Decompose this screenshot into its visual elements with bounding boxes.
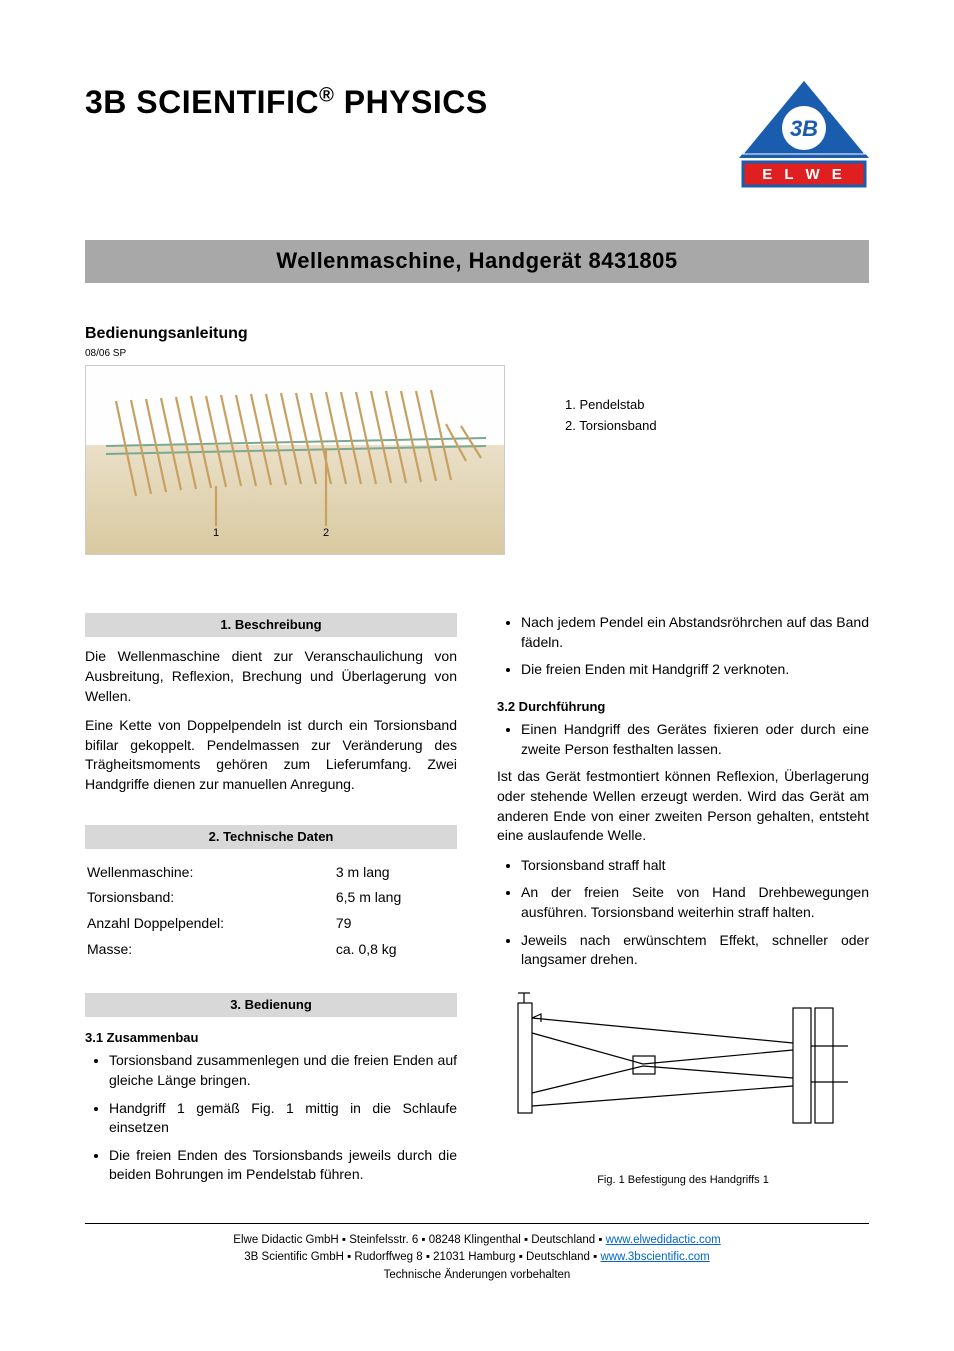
table-row: Masse:ca. 0,8 kg	[87, 938, 455, 962]
footer-link-elwe[interactable]: www.elwedidactic.com	[606, 1234, 721, 1246]
content-columns: 1. Beschreibung Die Wellenmaschine dient…	[85, 595, 869, 1193]
brand-suffix: PHYSICS	[334, 84, 487, 120]
legend-item-1: 1. Pendelstab	[565, 395, 657, 416]
photo-marker-1: 1	[213, 527, 219, 536]
list-item: Handgriff 1 gemäß Fig. 1 mittig in die S…	[109, 1099, 457, 1138]
tech-data-table: Wellenmaschine:3 m lang Torsionsband:6,5…	[85, 859, 457, 963]
tech-key: Anzahl Doppelpendel:	[87, 912, 294, 936]
photo-legend: 1. Pendelstab 2. Torsionsband	[565, 365, 657, 555]
left-column: 1. Beschreibung Die Wellenmaschine dient…	[85, 595, 457, 1193]
photo-row: 1 2 1. Pendelstab 2. Torsionsband	[85, 365, 869, 555]
figure-1-caption: Fig. 1 Befestigung des Handgriffs 1	[497, 1173, 869, 1188]
list-item: Nach jedem Pendel ein Abstandsröhrchen a…	[521, 613, 869, 652]
brand-registered: ®	[319, 84, 334, 106]
list-item: An der freien Seite von Hand Drehbewegun…	[521, 883, 869, 922]
section-31-head: 3.1 Zusammenbau	[85, 1029, 457, 1047]
brand-text: 3B SCIENTIFIC® PHYSICS	[85, 80, 488, 125]
list-item: Jeweils nach erwünschtem Effekt, schnell…	[521, 931, 869, 970]
tech-key: Masse:	[87, 938, 294, 962]
table-row: Torsionsband:6,5 m lang	[87, 886, 455, 910]
right-top-list: Nach jedem Pendel ein Abstandsröhrchen a…	[497, 613, 869, 680]
footer-line-1: Elwe Didactic GmbH ▪ Steinfelsstr. 6 ▪ 0…	[85, 1232, 869, 1249]
subtitle: Bedienungsanleitung	[85, 323, 869, 345]
tech-val: 3 m lang	[296, 861, 455, 885]
tech-key: Wellenmaschine:	[87, 861, 294, 885]
footer-line-3: Technische Änderungen vorbehalten	[85, 1267, 869, 1284]
svg-text:E L W E: E L W E	[762, 166, 846, 183]
doc-reference: 08/06 SP	[85, 347, 869, 361]
section-3-title: 3. Bedienung	[85, 993, 457, 1017]
photo-marker-2: 2	[323, 527, 329, 536]
svg-text:3B: 3B	[790, 116, 818, 141]
footer: Elwe Didactic GmbH ▪ Steinfelsstr. 6 ▪ 0…	[85, 1223, 869, 1284]
figure-1-diagram	[497, 988, 869, 1158]
section-31-list: Torsionsband zusammenlegen und die freie…	[85, 1051, 457, 1185]
product-photo: 1 2	[85, 365, 505, 555]
footer-line-2: 3B Scientific GmbH ▪ Rudorffweg 8 ▪ 2103…	[85, 1249, 869, 1266]
title-bar: Wellenmaschine, Handgerät 8431805	[85, 240, 869, 283]
section-1-para-2: Eine Kette von Doppelpendeln ist durch e…	[85, 716, 457, 794]
right-column: Nach jedem Pendel ein Abstandsröhrchen a…	[497, 595, 869, 1193]
legend-item-2: 2. Torsionsband	[565, 416, 657, 437]
section-1-para-1: Die Wellenmaschine dient zur Veranschaul…	[85, 647, 457, 706]
brand-prefix: 3B SCIENTIFIC	[85, 84, 319, 120]
list-item: Einen Handgriff des Gerätes fixieren ode…	[521, 720, 869, 759]
section-1-title: 1. Beschreibung	[85, 613, 457, 637]
section-2-title: 2. Technische Daten	[85, 825, 457, 849]
header: 3B SCIENTIFIC® PHYSICS 3B ® E L W E	[85, 80, 869, 190]
list-item: Die freien Enden mit Handgriff 2 verknot…	[521, 660, 869, 680]
list-item: Torsionsband zusammenlegen und die freie…	[109, 1051, 457, 1090]
section-32-list: Torsionsband straff halt An der freien S…	[497, 856, 869, 970]
elwe-logo: 3B ® E L W E	[739, 80, 869, 190]
list-item: Die freien Enden des Torsionsbands jewei…	[109, 1146, 457, 1185]
svg-text:®: ®	[827, 104, 835, 115]
footer-link-3b[interactable]: www.3bscientific.com	[600, 1251, 709, 1263]
tech-val: 6,5 m lang	[296, 886, 455, 910]
tech-key: Torsionsband:	[87, 886, 294, 910]
tech-val: 79	[296, 912, 455, 936]
table-row: Anzahl Doppelpendel:79	[87, 912, 455, 936]
tech-val: ca. 0,8 kg	[296, 938, 455, 962]
section-32-first-list: Einen Handgriff des Gerätes fixieren ode…	[497, 720, 869, 759]
section-32-para: Ist das Gerät festmontiert können Reflex…	[497, 767, 869, 845]
table-row: Wellenmaschine:3 m lang	[87, 861, 455, 885]
list-item: Torsionsband straff halt	[521, 856, 869, 876]
section-32-head: 3.2 Durchführung	[497, 698, 869, 716]
